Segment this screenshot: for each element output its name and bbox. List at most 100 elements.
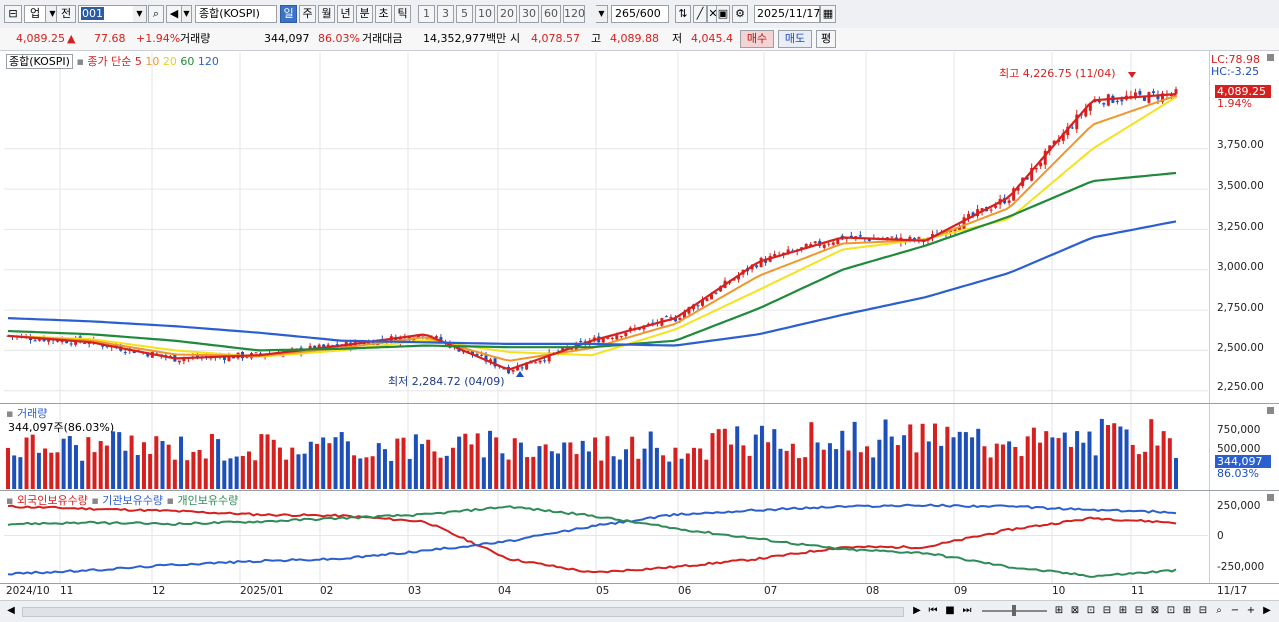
low-annotation: 최저 2,284.72 (04/09) bbox=[388, 375, 505, 388]
volume-bar bbox=[450, 447, 455, 489]
chart-tool-icon[interactable]: ⊟ bbox=[1198, 605, 1208, 616]
date-input[interactable]: 2025/11/17 bbox=[754, 5, 820, 23]
candle-body bbox=[994, 205, 998, 208]
scroll-right-icon[interactable]: ▶ bbox=[913, 605, 921, 616]
candle-body bbox=[737, 275, 741, 280]
buy-label: 매수 bbox=[746, 32, 768, 45]
volume-bar bbox=[432, 451, 437, 489]
volume-bar bbox=[586, 451, 591, 489]
chart-tool-icon[interactable]: ⊟ bbox=[1134, 605, 1144, 616]
candle-body bbox=[326, 344, 330, 347]
interval-button[interactable]: 1 bbox=[418, 5, 435, 23]
candle-body bbox=[484, 355, 488, 362]
gear-icon[interactable]: ⚙ bbox=[732, 5, 748, 23]
count-field[interactable]: 265/600 bbox=[611, 5, 669, 23]
panel-close-icon[interactable] bbox=[1267, 407, 1274, 414]
volume-bar bbox=[352, 455, 357, 489]
panel-close-icon[interactable] bbox=[1267, 494, 1274, 501]
interval-dropdown-icon[interactable]: ▼ bbox=[596, 5, 608, 23]
candle-body bbox=[511, 370, 515, 372]
chart-tool-icon[interactable]: ⊟ bbox=[1102, 605, 1112, 616]
candle-body bbox=[493, 358, 497, 367]
ma-label: 종가 단순 bbox=[87, 55, 132, 68]
prev-button[interactable]: 전 bbox=[56, 5, 76, 23]
interval-button[interactable]: 60 bbox=[541, 5, 561, 23]
sell-button[interactable]: 매도 bbox=[778, 30, 812, 48]
chart-menu-icon[interactable]: ⊟ bbox=[4, 5, 22, 23]
x-tick-label: 02 bbox=[320, 585, 334, 597]
interval-button[interactable]: 3 bbox=[437, 5, 454, 23]
chart-tool-icon[interactable]: ⊠ bbox=[1070, 605, 1080, 616]
code-dropdown-icon[interactable]: ▼ bbox=[133, 5, 147, 23]
speaker-dropdown-icon[interactable]: ▼ bbox=[182, 5, 192, 23]
volume-bar bbox=[988, 457, 993, 489]
first-page-icon[interactable]: ⏮ bbox=[928, 605, 938, 616]
volume-bar bbox=[716, 429, 721, 489]
institution-holding-line bbox=[7, 503, 1177, 576]
zoom-slider-handle[interactable] bbox=[1012, 605, 1016, 616]
period-button[interactable]: 월 bbox=[318, 5, 335, 23]
candle-body bbox=[890, 236, 894, 238]
speaker-icon[interactable]: ◀ bbox=[166, 5, 182, 23]
index-name-field: 종합(KOSPI) bbox=[195, 5, 277, 23]
chart-tool-icon[interactable]: ⊡ bbox=[1086, 605, 1096, 616]
ma20-line bbox=[7, 96, 1177, 358]
stock-chart[interactable] bbox=[0, 51, 1279, 600]
volume-bar bbox=[117, 432, 122, 489]
chart-tool-icon[interactable]: ⊞ bbox=[1118, 605, 1128, 616]
avg-button[interactable]: 평 bbox=[816, 30, 836, 48]
candle-body bbox=[1012, 188, 1016, 201]
candle-body bbox=[461, 351, 465, 353]
candle-body bbox=[1039, 162, 1043, 167]
volume-bar bbox=[284, 459, 289, 489]
interval-button[interactable]: 10 bbox=[475, 5, 495, 23]
volume-bar bbox=[302, 453, 307, 489]
market-type-select[interactable]: 업 bbox=[24, 5, 46, 23]
zoom-out-icon[interactable]: − bbox=[1230, 605, 1240, 616]
line-tool-icon[interactable]: ╱ bbox=[693, 5, 707, 23]
volume-bar bbox=[722, 428, 727, 489]
volume-bar bbox=[364, 457, 369, 489]
volume-bar bbox=[549, 451, 554, 489]
interval-button[interactable]: 30 bbox=[519, 5, 539, 23]
interval-button[interactable]: 5 bbox=[456, 5, 473, 23]
stop-icon[interactable]: ■ bbox=[945, 605, 955, 616]
save-icon[interactable]: ▣ bbox=[716, 5, 730, 23]
candle-body bbox=[710, 294, 714, 300]
zoom-in-icon[interactable]: + bbox=[1246, 605, 1256, 616]
next-page-icon[interactable]: ⏭ bbox=[962, 605, 972, 616]
ma20-legend: 20 bbox=[162, 55, 177, 68]
buy-button[interactable]: 매수 bbox=[740, 30, 774, 48]
volume-bar bbox=[1155, 445, 1160, 489]
period-button[interactable]: 년 bbox=[337, 5, 354, 23]
scroll-right-end-icon[interactable]: ▶ bbox=[1263, 605, 1271, 616]
x-tick-label: 07 bbox=[764, 585, 778, 597]
period-button[interactable]: 초 bbox=[375, 5, 392, 23]
scrollbar-track[interactable] bbox=[22, 607, 904, 617]
volume-bar bbox=[123, 450, 128, 489]
code-input[interactable]: 001 bbox=[78, 5, 134, 23]
chart-tool-icon[interactable]: ⊡ bbox=[1166, 605, 1176, 616]
candle-body bbox=[804, 243, 808, 249]
price-panel-title[interactable]: 종합(KOSPI) bbox=[6, 54, 73, 69]
candle-body bbox=[1070, 127, 1074, 129]
period-button[interactable]: 분 bbox=[356, 5, 373, 23]
interval-button[interactable]: 120 bbox=[563, 5, 585, 23]
period-button[interactable]: 틱 bbox=[394, 5, 411, 23]
volume-bar bbox=[710, 433, 715, 489]
candle-body bbox=[1174, 89, 1178, 94]
period-button[interactable]: 주 bbox=[299, 5, 316, 23]
zoom-search-icon[interactable]: ⌕ bbox=[1216, 605, 1222, 616]
panel-close-icon[interactable] bbox=[1267, 54, 1274, 61]
volume-bar bbox=[222, 460, 227, 489]
chart-tool-icon[interactable]: ⊠ bbox=[1150, 605, 1160, 616]
interval-button[interactable]: 20 bbox=[497, 5, 517, 23]
chart-tool-icon[interactable]: ⊞ bbox=[1054, 605, 1064, 616]
period-button[interactable]: 일 bbox=[280, 5, 297, 23]
volume-bar bbox=[1130, 444, 1135, 489]
scroll-left-icon[interactable]: ◀ bbox=[7, 605, 15, 616]
calendar-icon[interactable]: ▦ bbox=[820, 5, 836, 23]
compare-icon[interactable]: ⇅ bbox=[675, 5, 691, 23]
search-icon[interactable]: ⌕ bbox=[148, 5, 164, 23]
chart-tool-icon[interactable]: ⊞ bbox=[1182, 605, 1192, 616]
